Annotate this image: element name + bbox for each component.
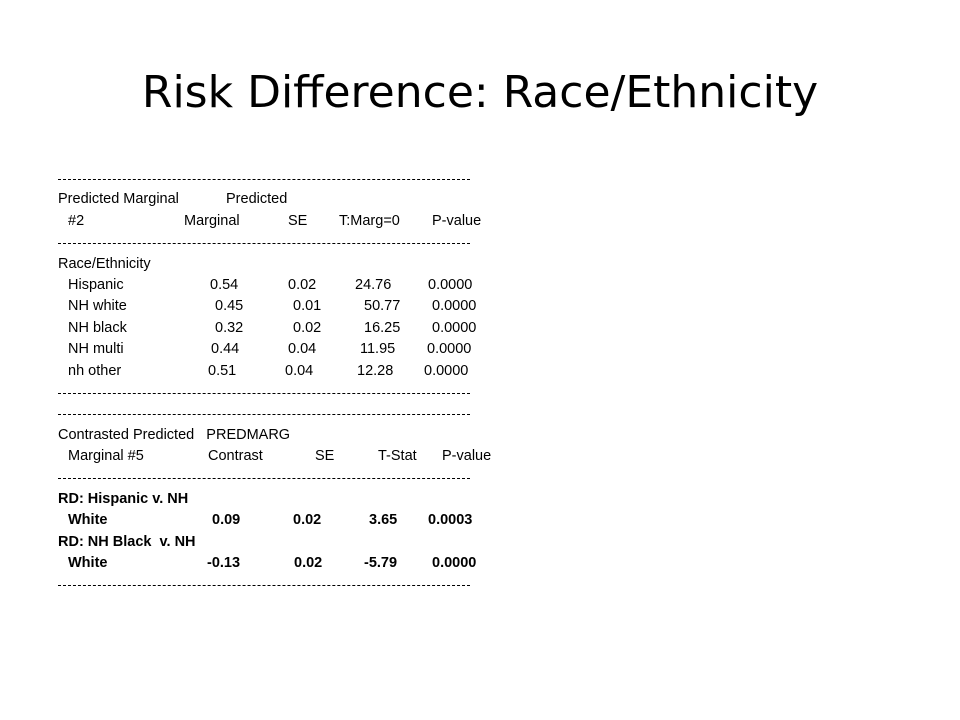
row-p: 0.0000 <box>432 319 477 336</box>
row-t: 50.77 <box>364 298 401 315</box>
header-p-value: P-value <box>442 448 492 465</box>
row-t: 11.95 <box>360 341 396 358</box>
header-predicted-marginal: Predicted Marginal <box>58 191 179 208</box>
table-row: nh other 0.51 0.04 12.28 0.0000 <box>58 361 538 382</box>
row-label: Hispanic <box>68 276 124 293</box>
race-ethnicity-label: Race/Ethnicity <box>58 255 151 272</box>
table-row: NH multi 0.44 0.04 11.95 0.0000 <box>58 339 538 360</box>
dashed-rule <box>58 232 538 253</box>
table2-header-line1: Contrasted Predicted PREDMARG <box>58 425 538 446</box>
row-p: 0.0000 <box>427 341 472 358</box>
header-marginal: Marginal <box>184 212 240 229</box>
contrast-label: RD: Hispanic v. NH <box>58 489 538 510</box>
table-row: White 0.09 0.02 3.65 0.0003 <box>58 510 538 531</box>
header-p-value: P-value <box>432 212 482 229</box>
table1-header-line2: #2 Marginal SE T:Marg=0 P-value <box>58 211 538 232</box>
row-se: 0.02 <box>294 555 323 572</box>
row-t: 12.28 <box>357 362 394 379</box>
header-marginal-5: Marginal #5 <box>68 448 144 465</box>
table2-header-line2: Marginal #5 Contrast SE T-Stat P-value <box>58 446 538 467</box>
row-p: 0.0000 <box>428 276 473 293</box>
row-se: 0.04 <box>285 362 314 379</box>
row-p: 0.0000 <box>424 362 469 379</box>
row-label: NH black <box>68 319 127 336</box>
row-t: 24.76 <box>355 276 392 293</box>
dashed-rule <box>58 382 538 403</box>
row-se: 0.02 <box>293 512 322 529</box>
row-se: 0.02 <box>288 276 317 293</box>
group-label: Race/Ethnicity <box>58 254 538 275</box>
table1-header-line1: Predicted Marginal Predicted <box>58 189 538 210</box>
stat-output-block: Predicted Marginal Predicted #2 Marginal… <box>58 168 538 596</box>
dashed-rule <box>58 574 538 595</box>
table-row: White -0.13 0.02 -5.79 0.0000 <box>58 553 538 574</box>
dashed-rule <box>58 403 538 424</box>
table-row: NH white 0.45 0.01 50.77 0.0000 <box>58 296 538 317</box>
row-p: 0.0000 <box>432 298 477 315</box>
row-p: 0.0003 <box>428 512 473 529</box>
row-se: 0.01 <box>293 298 322 315</box>
row-t: 16.25 <box>364 319 401 336</box>
header-t-stat: T-Stat <box>378 448 417 465</box>
dashed-rule <box>58 168 538 189</box>
row-label: White <box>68 555 108 572</box>
contrast-title: RD: Hispanic v. NH <box>58 490 189 507</box>
table-row: Hispanic 0.54 0.02 24.76 0.0000 <box>58 275 538 296</box>
row-contrast: 0.09 <box>212 512 241 529</box>
header-se: SE <box>315 448 335 465</box>
row-p: 0.0000 <box>432 555 477 572</box>
row-se: 0.02 <box>293 319 322 336</box>
contrast-label: RD: NH Black v. NH <box>58 532 538 553</box>
header-se: SE <box>288 212 308 229</box>
slide-title: Risk Difference: Race/Ethnicity <box>141 67 819 118</box>
header-group-number: #2 <box>68 212 85 229</box>
table-row: NH black 0.32 0.02 16.25 0.0000 <box>58 318 538 339</box>
row-marginal: 0.44 <box>211 341 240 358</box>
row-marginal: 0.32 <box>215 319 244 336</box>
row-label: nh other <box>68 362 122 379</box>
row-t: 3.65 <box>369 512 398 529</box>
row-marginal: 0.54 <box>210 276 239 293</box>
header-t-marg: T:Marg=0 <box>339 212 400 229</box>
header-predicted: Predicted <box>226 191 288 208</box>
row-contrast: -0.13 <box>207 555 241 572</box>
row-label: NH white <box>68 298 127 315</box>
row-label: White <box>68 512 108 529</box>
row-marginal: 0.45 <box>215 298 244 315</box>
contrast-title: RD: NH Black v. NH <box>58 533 196 550</box>
header-contrast: Contrast <box>208 448 263 465</box>
dashed-rule <box>58 467 538 488</box>
row-marginal: 0.51 <box>208 362 237 379</box>
row-label: NH multi <box>68 341 124 358</box>
row-t: -5.79 <box>364 555 398 572</box>
header-contrasted-predicted: Contrasted Predicted PREDMARG <box>58 426 291 443</box>
row-se: 0.04 <box>288 341 317 358</box>
